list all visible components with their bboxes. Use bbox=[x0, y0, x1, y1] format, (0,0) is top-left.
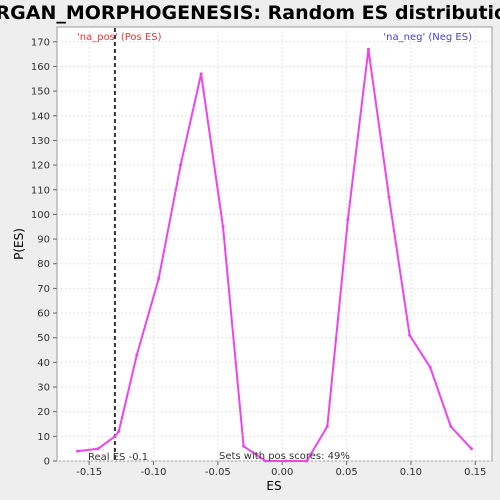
data-point bbox=[305, 459, 309, 463]
grid-lines bbox=[57, 27, 492, 462]
y-tick-label: 10 bbox=[37, 432, 50, 443]
data-point bbox=[469, 447, 473, 451]
data-point bbox=[449, 424, 453, 428]
y-tick-label: 100 bbox=[31, 210, 50, 221]
y-tick-label: 160 bbox=[31, 62, 50, 73]
x-axis-label: ES bbox=[266, 479, 281, 493]
data-point bbox=[135, 353, 139, 357]
data-point bbox=[408, 333, 412, 337]
y-tick-label: 20 bbox=[37, 407, 50, 418]
y-tick-label: 120 bbox=[31, 161, 50, 172]
x-tick-label: -0.05 bbox=[205, 467, 231, 478]
data-point bbox=[76, 449, 80, 453]
y-tick-label: 110 bbox=[31, 185, 50, 196]
y-tick-label: 30 bbox=[37, 383, 50, 394]
data-point bbox=[179, 163, 183, 167]
x-tick-label: 0.00 bbox=[271, 467, 293, 478]
y-tick-label: 40 bbox=[37, 358, 50, 369]
data-point bbox=[325, 424, 329, 428]
x-tick-label: 0.15 bbox=[464, 467, 486, 478]
data-point bbox=[113, 434, 117, 438]
real-es-label: Real ES -0.1 bbox=[88, 452, 148, 463]
data-point bbox=[284, 459, 288, 463]
data-point bbox=[157, 277, 161, 281]
y-tick-label: 70 bbox=[37, 284, 50, 295]
y-tick-label: 60 bbox=[37, 309, 50, 320]
data-point bbox=[96, 447, 100, 451]
es-distribution-points bbox=[76, 47, 473, 463]
chart-title: ORGAN_MORPHOGENESIS: Random ES distribut… bbox=[0, 2, 500, 24]
y-tick-label: 140 bbox=[31, 111, 50, 122]
x-tick-label: 0.10 bbox=[400, 467, 422, 478]
data-point bbox=[346, 217, 350, 221]
y-tick-label: 80 bbox=[37, 259, 50, 270]
x-tick-label: 0.05 bbox=[335, 467, 357, 478]
plot-area bbox=[56, 26, 493, 462]
x-tick-label: -0.15 bbox=[76, 467, 102, 478]
y-tick-label: 130 bbox=[31, 136, 50, 147]
legend-neg-label: 'na_neg' (Neg ES) bbox=[383, 32, 472, 43]
data-point bbox=[387, 195, 391, 199]
x-axis-ticks: -0.15 -0.10 -0.05 0.00 0.05 0.10 0.15 bbox=[76, 461, 486, 478]
data-point bbox=[117, 429, 121, 433]
y-tick-label: 150 bbox=[31, 87, 50, 98]
x-tick-label: -0.10 bbox=[141, 467, 167, 478]
y-tick-label: 50 bbox=[37, 333, 50, 344]
data-point bbox=[221, 225, 225, 229]
y-tick-label: 0 bbox=[44, 457, 50, 468]
y-tick-label: 90 bbox=[37, 235, 50, 246]
y-axis-label: P(ES) bbox=[12, 228, 26, 260]
pos-scores-annotation: Sets with pos scores: 49% bbox=[219, 451, 350, 462]
legend-pos-label: 'na_pos' (Pos ES) bbox=[77, 32, 162, 43]
data-point bbox=[366, 47, 370, 51]
data-point bbox=[199, 72, 203, 76]
data-point bbox=[242, 444, 246, 448]
data-point bbox=[263, 459, 267, 463]
y-tick-label: 170 bbox=[31, 37, 50, 48]
data-point bbox=[428, 365, 432, 369]
y-axis-ticks: 0 10 20 30 40 50 60 70 80 90 100 110 120 130 140 150 160… bbox=[31, 37, 57, 468]
